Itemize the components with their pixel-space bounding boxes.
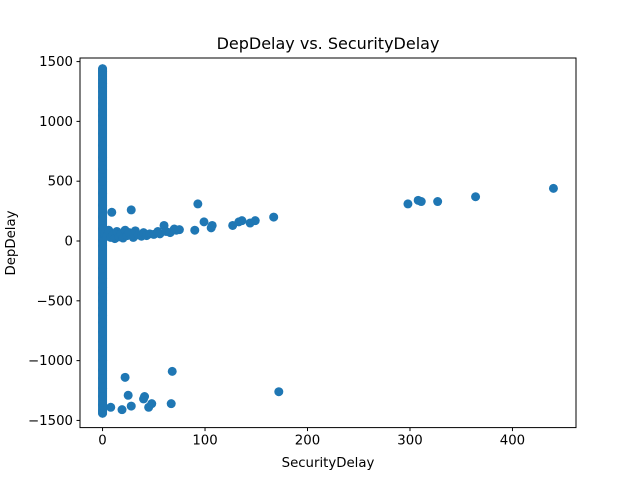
data-point [199,217,209,227]
plot-area [80,58,576,428]
data-point [140,392,150,401]
data-point [98,140,108,150]
x-tick-label: 300 [397,434,422,449]
y-axis: −1500 −1000 −500 0 500 1000 1500 [28,55,80,429]
x-tick-label: 400 [500,434,525,449]
data-point [98,296,108,306]
x-axis-title: SecurityDelay [282,456,375,471]
data-point [98,200,108,210]
y-tick-label: 500 [48,175,73,190]
y-tick-label: 1500 [39,55,73,70]
x-axis: 0 100 200 300 400 [98,427,525,449]
data-point [207,220,217,230]
chart-title: DepDelay vs. SecurityDelay [217,34,440,53]
data-point [98,116,108,126]
data-point [167,366,177,376]
data-point [98,374,108,384]
data-point [98,317,108,327]
data-point [98,264,108,274]
data-point [190,225,200,235]
y-tick-label: 0 [65,235,73,250]
data-point [117,405,127,415]
data-point [403,199,413,209]
data-point [237,216,247,226]
points-layer [98,64,558,418]
data-point [193,199,203,209]
data-point [98,365,108,375]
data-point [98,241,108,251]
data-point [98,356,108,366]
data-point [274,387,284,397]
data-point [98,303,108,313]
y-tick-label: 1000 [39,115,73,130]
data-point [98,176,108,186]
data-point [174,225,184,235]
data-point [98,188,108,198]
plot-frame [79,57,577,429]
x-tick-label: 100 [192,434,217,449]
data-point [120,372,130,382]
data-point [250,216,260,226]
data-point [98,152,108,162]
data-point [98,310,108,320]
data-point [98,212,108,222]
data-point [269,212,279,222]
data-point [98,383,108,393]
data-point [98,392,108,401]
data-point [98,346,108,356]
data-point [548,183,558,193]
data-point [98,336,108,346]
x-tick-label: 200 [295,434,320,449]
y-tick-label: −1500 [28,414,73,429]
data-point [98,289,108,299]
data-point [98,408,108,418]
data-point [126,205,136,215]
data-point [106,402,116,412]
y-tick-label: −1000 [28,354,73,369]
data-point [126,401,136,411]
data-point [471,192,481,202]
data-point [98,327,108,337]
data-point [433,197,443,207]
data-point [98,128,108,138]
data-point [416,197,426,207]
data-point [166,399,176,409]
data-point [98,273,108,283]
data-point [147,399,157,409]
data-point [123,390,133,400]
x-tick-label: 0 [98,434,106,449]
data-point [107,207,117,217]
data-point [98,164,108,174]
y-axis-title: DepDelay [4,210,19,275]
y-tick-label: −500 [36,294,73,309]
